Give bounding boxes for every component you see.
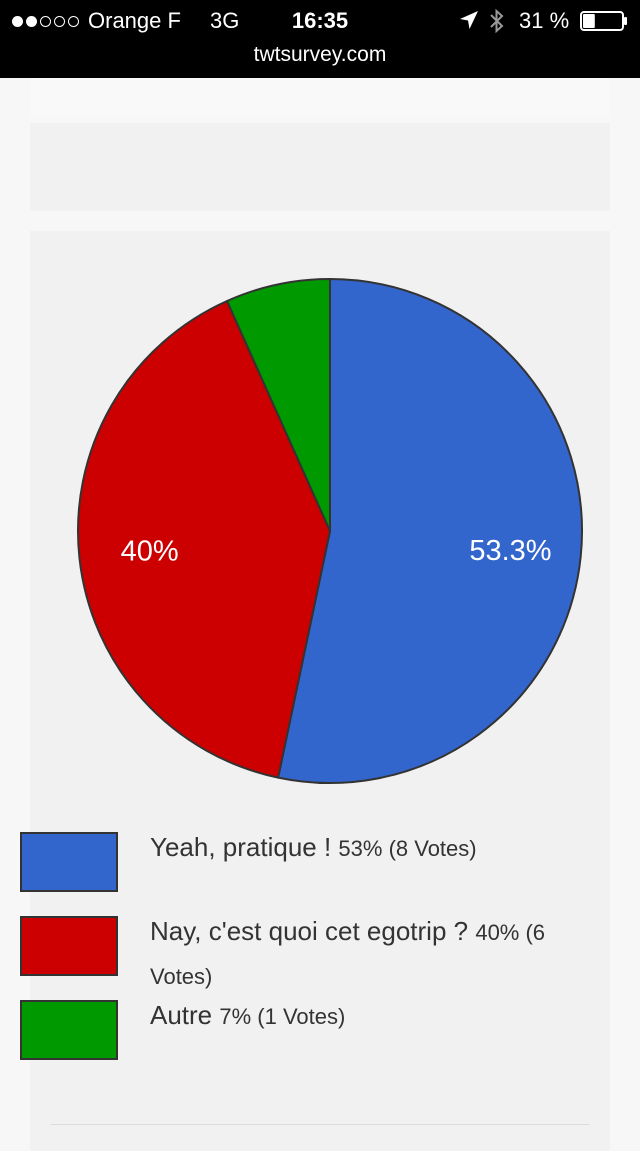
pie-slice-label-1: 40%: [121, 535, 179, 567]
signal-strength-icon: [12, 6, 82, 36]
pie-slice-2: [226, 278, 331, 532]
pie-slice-1: [77, 300, 331, 779]
legend-swatch: [20, 916, 118, 976]
url-text: twtsurvey.com: [253, 43, 387, 66]
location-arrow-icon: [460, 11, 478, 29]
battery-icon: [580, 11, 627, 31]
legend-label: Nay, c'est quoi cet egotrip ?: [150, 916, 469, 946]
signal-dot: [40, 15, 51, 27]
pie-slice-label-0: 53.3%: [469, 535, 551, 567]
address-bar[interactable]: twtsurvey.com: [0, 40, 640, 70]
top-strip: [30, 78, 610, 116]
legend-stats: 53% (8 Votes): [338, 836, 477, 861]
legend-swatch: [20, 832, 118, 892]
signal-dot: [54, 15, 65, 27]
battery-percentage: 31 %: [519, 8, 570, 33]
divider: [50, 1124, 590, 1125]
bluetooth-icon: [490, 8, 504, 34]
pie-slice-0: [277, 278, 584, 784]
legend-stats: 40% (6 Votes): [150, 920, 546, 989]
pie-chart: 53.3% 40%: [77, 278, 584, 784]
signal-dot: [26, 15, 37, 27]
carrier-name: Orange F: [88, 8, 181, 33]
legend-label: Yeah, pratique !: [150, 832, 332, 862]
signal-dot: [12, 15, 23, 27]
network-type: 3G: [210, 8, 240, 33]
legend-swatch: [20, 1000, 118, 1060]
legend-label: Autre: [150, 1000, 213, 1030]
legend-stats: 7% (1 Votes): [219, 1004, 346, 1029]
signal-dot: [68, 15, 79, 27]
header-card: [30, 123, 610, 211]
